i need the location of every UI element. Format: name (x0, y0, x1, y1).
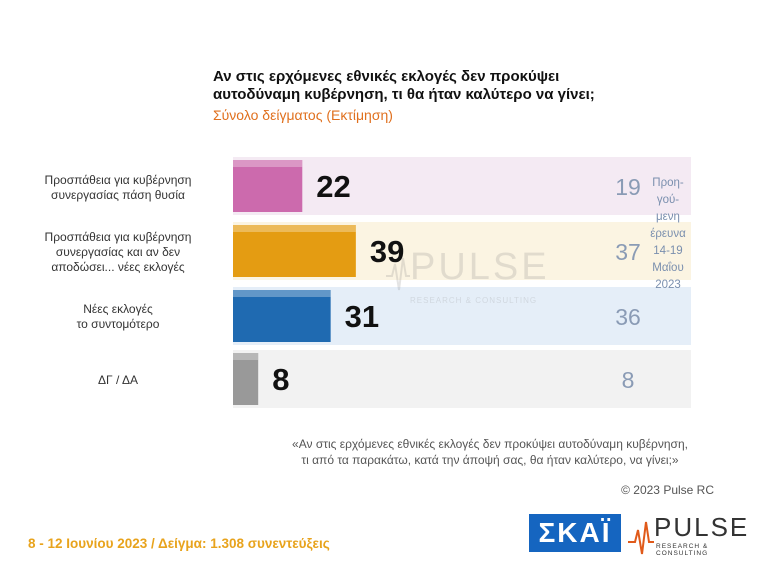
category-label-3: Νέες εκλογές το συντομότερο (20, 302, 216, 332)
bar-highlight-4 (233, 353, 259, 360)
pulse-logo: PULSE RESEARCH & CONSULTING (628, 512, 750, 557)
category-label-4-line-1: ΔΓ / ΔΑ (98, 373, 138, 387)
pulse-logo-word: PULSE (654, 512, 750, 542)
chart-title: Αν στις ερχόμενες εθνικές εκλογές δεν πρ… (213, 68, 693, 104)
previous-value-3: 36 (615, 304, 641, 330)
prev-note-line-5: 14-19 (653, 245, 683, 257)
title-line-2: αυτοδύναμη κυβέρνηση, τι θα ήταν καλύτερ… (213, 86, 595, 103)
bar-highlight-2 (233, 225, 356, 232)
category-label-2-line-3: αποδώσει... νέες εκλογές (51, 260, 185, 274)
category-label-1: Προσπάθεια για κυβέρνηση συνεργασίας πάσ… (20, 173, 216, 203)
category-label-1-line-1: Προσπάθεια για κυβέρνηση (44, 173, 192, 187)
question-line-1: «Αν στις ερχόμενες εθνικές εκλογές δεν π… (292, 437, 688, 451)
category-label-4: ΔΓ / ΔΑ (20, 373, 216, 388)
copyright: © 2023 Pulse RC (621, 483, 714, 497)
survey-footer: 8 - 12 Ιουνίου 2023 / Δείγμα: 1.308 συνε… (28, 536, 330, 551)
previous-value-2: 37 (615, 239, 641, 265)
bar-highlight-3 (233, 290, 331, 297)
chart-subtitle: Σύνολο δείγματος (Εκτίμηση) (213, 107, 393, 123)
prev-note-line-6: Μαΐου (652, 262, 684, 274)
pulse-logo-icon (628, 521, 654, 555)
skai-logo: ΣΚΑΪ (529, 514, 621, 552)
prev-note-line-7: 2023 (655, 279, 681, 291)
bar-track-1 (233, 157, 691, 215)
bar-track-4 (233, 350, 691, 408)
pulse-logo-tagline: RESEARCH & CONSULTING (656, 543, 709, 557)
category-label-3-line-1: Νέες εκλογές (83, 302, 153, 316)
bar-2 (233, 225, 356, 277)
bar-3 (233, 290, 331, 342)
question-text: «Αν στις ερχόμενες εθνικές εκλογές δεν π… (285, 436, 695, 468)
bar-4 (233, 353, 259, 405)
category-label-2-line-1: Προσπάθεια για κυβέρνηση (44, 230, 192, 244)
category-label-3-line-2: το συντομότερο (76, 317, 160, 331)
category-label-2: Προσπάθεια για κυβέρνηση συνεργασίας και… (20, 230, 216, 275)
bar-value-4: 8 (272, 362, 289, 397)
previous-value-4: 8 (622, 367, 635, 393)
title-line-1: Αν στις ερχόμενες εθνικές εκλογές δεν πρ… (213, 68, 560, 85)
prev-note-line-4: έρευνα (650, 228, 686, 240)
bar-1 (233, 160, 303, 212)
question-line-2: τι από τα παρακάτω, κατά την άποψή σας, … (301, 453, 679, 467)
previous-value-1: 19 (615, 174, 641, 200)
prev-note-line-1: Προη- (652, 177, 684, 189)
prev-note-line-3: μενη (656, 211, 680, 223)
bar-value-1: 22 (316, 169, 350, 204)
prev-note-line-2: γού- (656, 194, 680, 206)
category-label-2-line-2: συνεργασίας και αν δεν (55, 245, 181, 259)
bar-value-2: 39 (370, 234, 404, 269)
bar-value-3: 31 (345, 299, 379, 334)
previous-survey-note: Προη- γού- μενη έρευνα 14-19 Μαΐου 2023 (646, 175, 690, 294)
category-label-1-line-2: συνεργασίας πάση θυσία (51, 188, 185, 202)
bar-highlight-1 (233, 160, 303, 167)
